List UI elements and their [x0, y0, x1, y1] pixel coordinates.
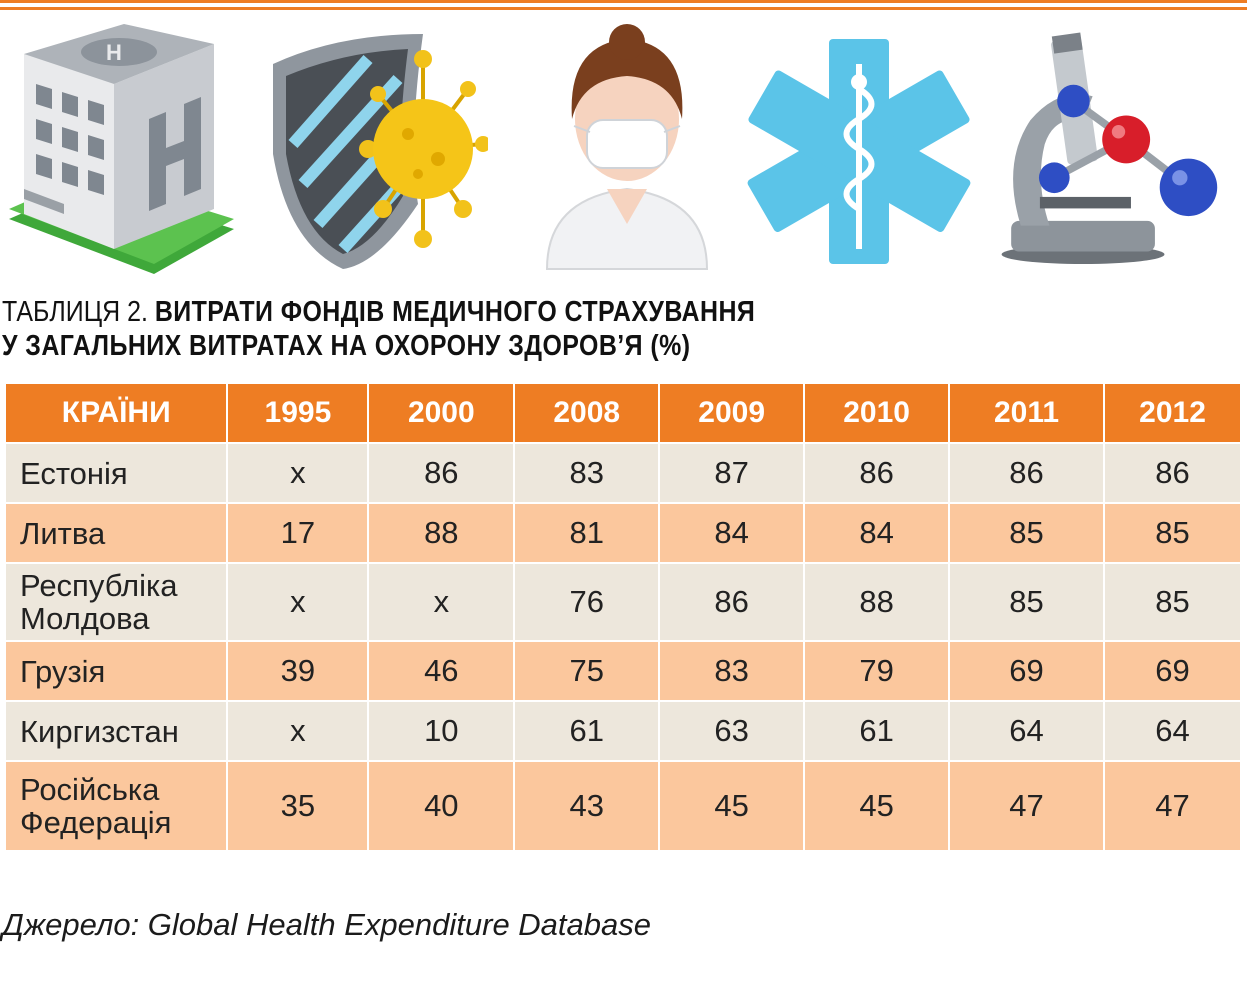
value-cell: x [228, 702, 368, 760]
value-cell: 75 [515, 642, 659, 700]
table-number: ТАБЛИЦЯ 2. [2, 296, 148, 328]
country-name: Грузія [6, 642, 227, 700]
country-name: Киргизстан [6, 702, 227, 760]
table-row: Республіка Молдова x x 76 86 88 85 85 [6, 564, 1240, 640]
microscope-molecule-icon [992, 24, 1222, 274]
header-year: 2010 [805, 384, 949, 442]
nurse-mask-icon [512, 24, 742, 274]
value-cell: 86 [369, 444, 514, 502]
country-name: Литва [6, 504, 227, 562]
table-row: Грузія 39 46 75 83 79 69 69 [6, 642, 1240, 700]
value-cell: 45 [660, 762, 804, 850]
value-cell: 83 [660, 642, 804, 700]
value-cell: 64 [1105, 702, 1240, 760]
table-row: Литва 17 88 81 84 84 85 85 [6, 504, 1240, 562]
value-cell: x [228, 564, 368, 640]
country-name: Естонія [6, 444, 227, 502]
value-cell: 85 [1105, 564, 1240, 640]
value-cell: 39 [228, 642, 368, 700]
star-of-life-icon [744, 24, 974, 274]
value-cell: 85 [1105, 504, 1240, 562]
value-cell: 83 [515, 444, 659, 502]
value-cell: 88 [369, 504, 514, 562]
value-cell: 47 [1105, 762, 1240, 850]
table-title-line2: У ЗАГАЛЬНИХ ВИТРАТАХ НА ОХОРОНУ ЗДОРОВ’Я… [2, 330, 691, 362]
data-table: КРАЇНИ 1995 2000 2008 2009 2010 2011 201… [4, 382, 1242, 852]
value-cell: 86 [1105, 444, 1240, 502]
header-year: 2009 [660, 384, 804, 442]
value-cell: 47 [950, 762, 1104, 850]
header-year: 2012 [1105, 384, 1240, 442]
top-rule [0, 0, 1247, 3]
value-cell: 64 [950, 702, 1104, 760]
value-cell: 86 [805, 444, 949, 502]
svg-text:H: H [106, 40, 122, 65]
hospital-building-icon: H [4, 24, 234, 274]
value-cell: 10 [369, 702, 514, 760]
value-cell: 35 [228, 762, 368, 850]
table-header-row: КРАЇНИ 1995 2000 2008 2009 2010 2011 201… [6, 384, 1240, 442]
top-rule [0, 7, 1247, 10]
value-cell: x [228, 444, 368, 502]
value-cell: 79 [805, 642, 949, 700]
value-cell: 84 [805, 504, 949, 562]
table-title: ТАБЛИЦЯ 2. ВИТРАТИ ФОНДІВ МЕДИЧНОГО СТРА… [2, 295, 1068, 363]
header-year: 2000 [369, 384, 514, 442]
value-cell: 88 [805, 564, 949, 640]
icon-strip: H [0, 24, 1247, 274]
value-cell: 84 [660, 504, 804, 562]
header-countries: КРАЇНИ [6, 384, 227, 442]
table-title-line1: ВИТРАТИ ФОНДІВ МЕДИЧНОГО СТРАХУВАННЯ [154, 296, 756, 328]
value-cell: 61 [805, 702, 949, 760]
header-year: 2011 [950, 384, 1104, 442]
virus-shield-icon [258, 24, 488, 274]
value-cell: x [369, 564, 514, 640]
country-name: Російська Федерація [6, 762, 227, 850]
value-cell: 61 [515, 702, 659, 760]
value-cell: 81 [515, 504, 659, 562]
value-cell: 86 [660, 564, 804, 640]
value-cell: 63 [660, 702, 804, 760]
value-cell: 87 [660, 444, 804, 502]
value-cell: 43 [515, 762, 659, 850]
value-cell: 86 [950, 444, 1104, 502]
value-cell: 17 [228, 504, 368, 562]
header-year: 2008 [515, 384, 659, 442]
value-cell: 69 [950, 642, 1104, 700]
table-row: Російська Федерація 35 40 43 45 45 47 47 [6, 762, 1240, 850]
table-row: Естонія x 86 83 87 86 86 86 [6, 444, 1240, 502]
value-cell: 69 [1105, 642, 1240, 700]
value-cell: 46 [369, 642, 514, 700]
table-row: Киргизстан x 10 61 63 61 64 64 [6, 702, 1240, 760]
country-name: Республіка Молдова [6, 564, 227, 640]
value-cell: 45 [805, 762, 949, 850]
source-note: Джерело: Global Health Expenditure Datab… [2, 907, 652, 942]
value-cell: 85 [950, 564, 1104, 640]
value-cell: 40 [369, 762, 514, 850]
value-cell: 85 [950, 504, 1104, 562]
header-year: 1995 [228, 384, 368, 442]
value-cell: 76 [515, 564, 659, 640]
